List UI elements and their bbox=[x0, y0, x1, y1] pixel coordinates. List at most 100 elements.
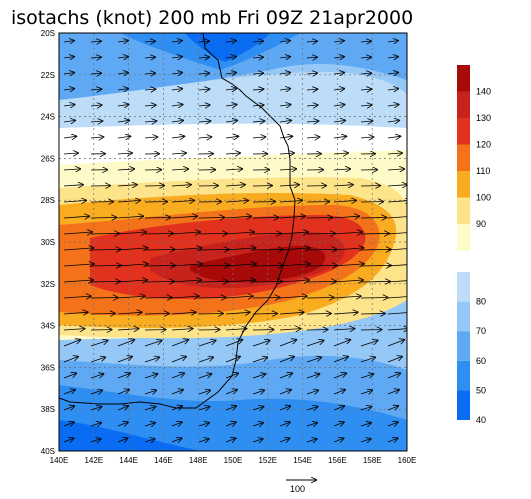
wind-vector bbox=[90, 137, 103, 138]
wind-vector bbox=[90, 407, 101, 410]
colorbar-label: 80 bbox=[476, 297, 486, 307]
colorbar-swatch bbox=[457, 272, 470, 302]
wind-vector bbox=[306, 298, 334, 299]
colorbar-label: 40 bbox=[476, 415, 486, 425]
wind-vector bbox=[225, 329, 247, 330]
wind-vector bbox=[144, 249, 175, 250]
colorbar-label: 140 bbox=[476, 87, 491, 97]
wind-vector bbox=[63, 280, 93, 282]
wind-vector bbox=[225, 201, 248, 203]
lon-tick-label: 150E bbox=[224, 456, 243, 465]
lon-tick-label: 152E bbox=[258, 456, 277, 465]
wind-vector bbox=[252, 249, 283, 250]
wind-vector bbox=[387, 216, 407, 219]
wind-vector bbox=[252, 233, 281, 234]
colorbar-swatch bbox=[457, 197, 470, 224]
wind-vector bbox=[252, 341, 270, 347]
wind-vector bbox=[252, 41, 263, 42]
colorbar-swatch bbox=[457, 331, 470, 361]
wind-vector bbox=[171, 373, 184, 379]
wind-vector bbox=[252, 423, 263, 426]
wind-vector bbox=[63, 57, 74, 58]
wind-vector bbox=[63, 89, 74, 90]
wind-vector bbox=[360, 249, 391, 250]
wind-vector bbox=[333, 73, 344, 74]
wind-vector bbox=[360, 265, 391, 266]
wind-vector bbox=[117, 406, 128, 410]
lat-tick-label: 30S bbox=[41, 238, 55, 247]
wind-vector bbox=[198, 265, 229, 266]
wind-vector bbox=[306, 233, 335, 234]
wind-vector bbox=[387, 280, 407, 283]
wind-vector bbox=[117, 296, 145, 298]
wind-vector bbox=[333, 312, 358, 314]
wind-vector bbox=[198, 439, 209, 442]
wind-vector bbox=[279, 120, 291, 122]
wind-vector bbox=[225, 422, 236, 426]
colorbar-label: 50 bbox=[476, 385, 486, 395]
wind-vector bbox=[252, 265, 283, 266]
wind-vector bbox=[279, 153, 294, 154]
wind-vector bbox=[279, 312, 304, 314]
wind-vector bbox=[360, 357, 375, 363]
colorbar-swatch bbox=[457, 91, 470, 118]
wind-vector bbox=[306, 407, 317, 410]
wind-vector bbox=[198, 137, 211, 138]
reference-vector-label: 100 bbox=[290, 484, 305, 494]
wind-vector bbox=[90, 249, 121, 250]
colorbar-label: 100 bbox=[476, 193, 491, 203]
lat-tick-label: 26S bbox=[41, 154, 55, 163]
wind-vector bbox=[333, 57, 344, 58]
wind-vector bbox=[144, 265, 175, 266]
wind-vector bbox=[333, 136, 346, 138]
wind-vector bbox=[90, 314, 115, 315]
wind-vector bbox=[387, 120, 399, 122]
wind-vector bbox=[171, 296, 199, 298]
wind-vector bbox=[225, 248, 256, 250]
wind-vector bbox=[63, 153, 78, 154]
wind-vector bbox=[117, 201, 140, 203]
wind-vector bbox=[279, 169, 296, 170]
wind-vector bbox=[63, 105, 75, 107]
wind-vector bbox=[252, 357, 267, 363]
wind-vector bbox=[144, 218, 170, 219]
wind-vector bbox=[117, 57, 128, 58]
wind-vector bbox=[63, 406, 74, 410]
wind-vector bbox=[63, 373, 76, 379]
wind-vector bbox=[171, 232, 200, 234]
lat-tick-label: 28S bbox=[41, 196, 55, 205]
colorbar-label: 110 bbox=[476, 166, 490, 176]
wind-vector bbox=[360, 374, 373, 379]
lat-tick-label: 24S bbox=[41, 113, 55, 122]
wind-vector bbox=[171, 438, 182, 442]
wind-vector bbox=[90, 57, 101, 58]
wind-vector bbox=[198, 374, 211, 379]
wind-vector bbox=[117, 312, 142, 314]
wind-vector bbox=[171, 406, 182, 410]
figure-title: isotachs (knot) 200 mb Fri 09Z 21apr2000 bbox=[11, 7, 413, 29]
wind-vector bbox=[333, 438, 344, 442]
wind-vector bbox=[198, 41, 209, 42]
wind-vector bbox=[360, 439, 371, 442]
wind-vector bbox=[387, 390, 399, 395]
wind-vector bbox=[171, 390, 183, 395]
lat-tick-label: 34S bbox=[41, 322, 55, 331]
wind-vector bbox=[360, 105, 372, 106]
lon-tick-label: 144E bbox=[119, 456, 138, 465]
wind-vector bbox=[171, 120, 183, 122]
wind-vector bbox=[63, 201, 86, 203]
wind-vector bbox=[117, 373, 130, 379]
wind-vector bbox=[387, 136, 400, 138]
wind-vector bbox=[198, 105, 210, 106]
wind-vector bbox=[306, 121, 318, 122]
wind-vector bbox=[225, 373, 238, 379]
wind-vector bbox=[117, 73, 128, 74]
lon-tick-label: 140E bbox=[50, 456, 69, 465]
wind-vector bbox=[90, 121, 102, 122]
wind-vector bbox=[333, 185, 353, 186]
wind-vector bbox=[333, 248, 364, 250]
wind-vector bbox=[117, 89, 128, 90]
wind-vector bbox=[198, 233, 227, 234]
wind-vector bbox=[171, 153, 186, 154]
wind-vector bbox=[333, 390, 345, 395]
